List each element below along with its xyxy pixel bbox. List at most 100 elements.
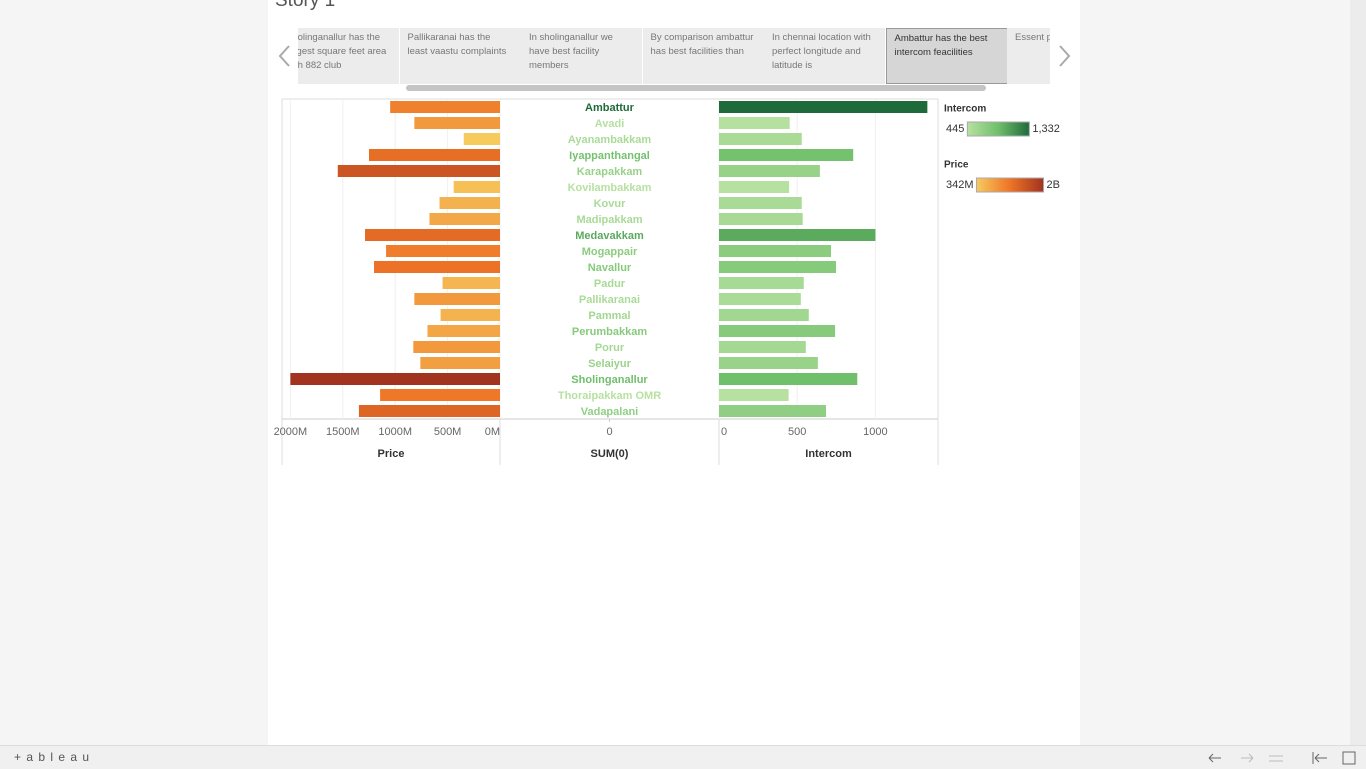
category-label: Pallikaranai <box>579 294 640 306</box>
category-label: Vadapalani <box>581 406 638 418</box>
category-label: Padur <box>594 278 626 290</box>
x-tick-label: 500M <box>434 426 462 438</box>
story-title: Story 1 <box>275 0 336 11</box>
story-point[interactable]: In chennai location with perfect longitu… <box>764 28 885 84</box>
bar <box>719 325 836 337</box>
bar <box>429 213 500 225</box>
story-point[interactable]: By comparison ambattur has best faciliti… <box>642 28 764 84</box>
legend-max: 2B <box>1047 179 1060 191</box>
bar <box>719 149 854 161</box>
x-tick-label: 1000 <box>863 426 887 438</box>
bar <box>374 261 500 273</box>
prev-arrow[interactable] <box>276 44 294 68</box>
category-label: Mogappair <box>582 246 638 258</box>
page-scrollbar[interactable] <box>1350 0 1366 745</box>
bar <box>414 117 500 129</box>
x-tick-label: 2000M <box>274 426 308 438</box>
next-arrow[interactable] <box>1056 44 1074 68</box>
undo[interactable] <box>1208 753 1221 763</box>
category-label: Perumbakkam <box>572 326 647 338</box>
bar <box>719 341 806 353</box>
logo[interactable]: + a b l e a u <box>14 750 91 764</box>
bar <box>463 133 500 145</box>
scrollbar[interactable] <box>406 85 986 91</box>
bar <box>719 117 790 129</box>
story-point[interactable]: Essent perfect Ambat <box>1007 28 1050 84</box>
bar <box>719 389 789 401</box>
bar <box>719 357 818 369</box>
bar <box>719 165 820 177</box>
category-label: Karapakkam <box>577 166 643 178</box>
bar <box>719 277 804 289</box>
category-label: Madipakkam <box>576 214 642 226</box>
bar <box>290 373 500 385</box>
story-point[interactable]: In sholinganallur we have best facility … <box>521 28 642 84</box>
bar <box>439 197 500 209</box>
story-point[interactable]: Sholinganallur has the largest square fe… <box>298 28 399 84</box>
story-points: Sholinganallur has the largest square fe… <box>298 28 1050 84</box>
x-tick-label: 1500M <box>326 426 360 438</box>
x-axis-title: Price <box>378 448 405 460</box>
bar <box>414 293 500 305</box>
bar <box>427 325 500 337</box>
bar <box>442 277 500 289</box>
bar <box>390 101 500 113</box>
bar <box>365 229 500 241</box>
revert[interactable] <box>1269 755 1283 762</box>
reset[interactable] <box>1312 752 1327 764</box>
story-panel <box>268 0 1080 745</box>
bar <box>719 245 832 257</box>
fullscreen[interactable] <box>1342 751 1356 765</box>
bar <box>719 197 802 209</box>
chart: 2000M 1500M 1000M 500M 0M Price 0 SUM(0) Ambattu… <box>274 98 1060 465</box>
bar <box>337 165 500 177</box>
legend-ramp <box>976 177 1045 193</box>
x-axis-title: Intercom <box>805 448 852 460</box>
bar <box>719 405 826 417</box>
category-label: Ayanambakkam <box>568 134 652 146</box>
category-label: Selaiyur <box>588 358 632 370</box>
category-label: Medavakkam <box>575 230 644 242</box>
bar <box>358 405 500 417</box>
category-label: Pammal <box>588 310 630 322</box>
x-tick-label: 0M <box>485 426 500 438</box>
category-label: Avadi <box>595 118 625 130</box>
x-axis-title: SUM(0) <box>591 448 629 460</box>
bar <box>719 133 802 145</box>
bar <box>719 213 803 225</box>
legend-max: 1,332 <box>1032 123 1060 135</box>
toolbar-icons <box>1208 751 1356 765</box>
category-label: Thoraipakkam OMR <box>558 390 661 402</box>
bar <box>719 229 876 241</box>
x-tick-label: 0 <box>721 426 727 438</box>
bar <box>719 181 790 193</box>
category-label: Porur <box>595 342 625 354</box>
bar <box>368 149 500 161</box>
redo[interactable] <box>1241 753 1254 763</box>
category-label: Ambattur <box>585 102 635 114</box>
bar <box>719 373 858 385</box>
legend-title: Intercom <box>944 104 986 115</box>
bar <box>386 245 500 257</box>
bar <box>719 309 809 321</box>
story-point[interactable]: Ambattur has the best intercom feaciliti… <box>885 28 1009 84</box>
category-label: Kovilambakkam <box>568 182 652 194</box>
legend-min: 445 <box>946 123 964 135</box>
bar <box>719 101 928 113</box>
legend-ramp <box>966 121 1030 137</box>
bar <box>453 181 500 193</box>
bar <box>719 261 837 273</box>
category-label: Navallur <box>588 262 632 274</box>
bar <box>440 309 500 321</box>
toolbar: + a b l e a u <box>0 745 1366 769</box>
story-point[interactable]: Pallikaranai has the least vaastu compla… <box>399 28 521 84</box>
bar <box>413 341 500 353</box>
category-label: Kovur <box>594 198 627 210</box>
category-label: Sholinganallur <box>571 374 648 386</box>
bar <box>380 389 500 401</box>
legend-min: 342M <box>946 179 974 191</box>
bar <box>719 293 801 305</box>
x-tick-label: 500 <box>788 426 806 438</box>
legend-title: Price <box>944 160 969 171</box>
